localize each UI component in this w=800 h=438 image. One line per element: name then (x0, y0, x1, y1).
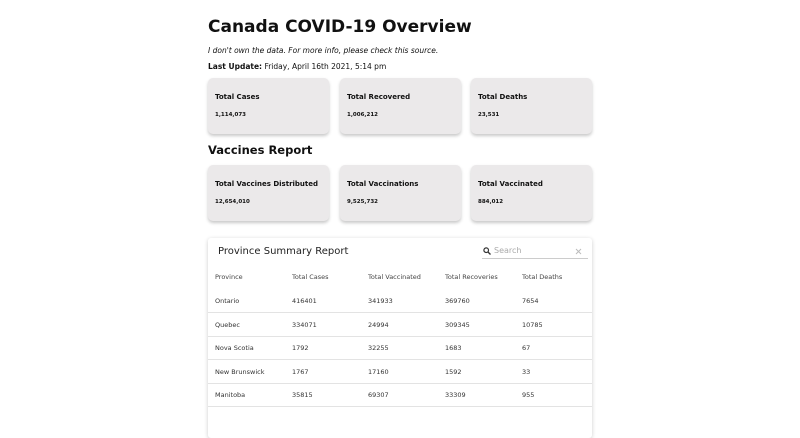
stat-label: Total Deaths (478, 93, 528, 101)
column-header: Province (215, 273, 243, 281)
table-cell: 341933 (368, 297, 393, 305)
table-cell: Ontario (215, 297, 240, 305)
table-cell: 369760 (445, 297, 470, 305)
page-title: Canada COVID-19 Overview (208, 17, 472, 37)
table-cell: 10785 (522, 320, 543, 329)
section-heading: Vaccines Report (208, 143, 313, 157)
stat-card: Total Vaccines Distributed 12,654,010 (208, 165, 329, 221)
table-cell: 32255 (368, 344, 389, 352)
stat-label: Total Cases (215, 93, 260, 101)
stat-label: Total Vaccinated (478, 180, 543, 188)
row-separator (208, 359, 592, 360)
last-update-value: Friday, April 16th 2021, 5:14 pm (264, 62, 387, 71)
stat-label: Total Vaccines Distributed (215, 180, 319, 188)
table-cell: Quebec (215, 320, 240, 329)
disclaimer[interactable]: I don't own the data. For more info, ple… (208, 46, 439, 55)
table-cell: 33 (522, 367, 531, 376)
table-cell: 17160 (368, 367, 389, 376)
table-cell: 35815 (292, 391, 313, 399)
stat-value: 9,525,732 (347, 199, 378, 205)
table-card: Province Summary Report Search Province T… (208, 238, 592, 438)
table-title: Province Summary Report (218, 246, 349, 257)
table-cell: 1792 (292, 344, 309, 352)
stat-value: 12,654,010 (215, 199, 250, 205)
search-box[interactable]: Search (482, 243, 588, 259)
table-cell: 416401 (292, 297, 317, 305)
table-cell: 33309 (445, 391, 466, 399)
table-cell: 1767 (292, 367, 309, 376)
stat-card: Total Vaccinations 9,525,732 (340, 165, 461, 221)
search-icon (483, 247, 491, 255)
stat-value: 23,531 (478, 112, 500, 118)
table-cell: 334071 (292, 320, 317, 329)
table-cell: Manitoba (215, 391, 246, 399)
table-cell: 69307 (368, 391, 389, 399)
row-separator (208, 335, 592, 337)
column-header: Total Vaccinated (368, 273, 421, 281)
page: {"header": {"title": "Canada COVID-19 Ov… (208, 17, 592, 407)
row-separator (208, 312, 592, 313)
table-cell: 1592 (445, 367, 462, 376)
row-separator (208, 382, 592, 384)
table-cell: 955 (522, 391, 535, 399)
search-placeholder: Search (494, 246, 522, 255)
clear-icon[interactable] (575, 248, 582, 255)
table-cell: 7654 (522, 297, 539, 305)
table-cell: 67 (522, 344, 531, 352)
stat-card: Total Vaccinated 884,012 (471, 165, 592, 221)
column-header: Total Cases (292, 273, 329, 281)
stat-card: Total Cases 1,114,073 (208, 78, 329, 134)
stat-card: Total Deaths 23,531 (471, 78, 592, 134)
last-update-label: Last Update: (208, 62, 263, 71)
table-cell: 24994 (368, 320, 389, 329)
table-cell: 309345 (445, 320, 470, 329)
table-cell: New Brunswick (215, 367, 265, 376)
last-update: Last Update: Friday, April 16th 2021, 5:… (208, 62, 386, 71)
stat-label: Total Vaccinations (347, 180, 419, 188)
stat-card: Total Recovered 1,006,212 (340, 78, 461, 134)
stat-label: Total Recovered (347, 93, 411, 101)
stat-value: 1,006,212 (347, 112, 378, 118)
stat-value: 884,012 (478, 199, 504, 205)
stat-value: 1,114,073 (215, 112, 246, 118)
column-header: Total Deaths (522, 273, 563, 281)
table-cell: 1683 (445, 344, 462, 352)
table-cell: Nova Scotia (215, 344, 254, 352)
row-separator (208, 406, 592, 407)
column-header: Total Recoveries (445, 273, 498, 281)
